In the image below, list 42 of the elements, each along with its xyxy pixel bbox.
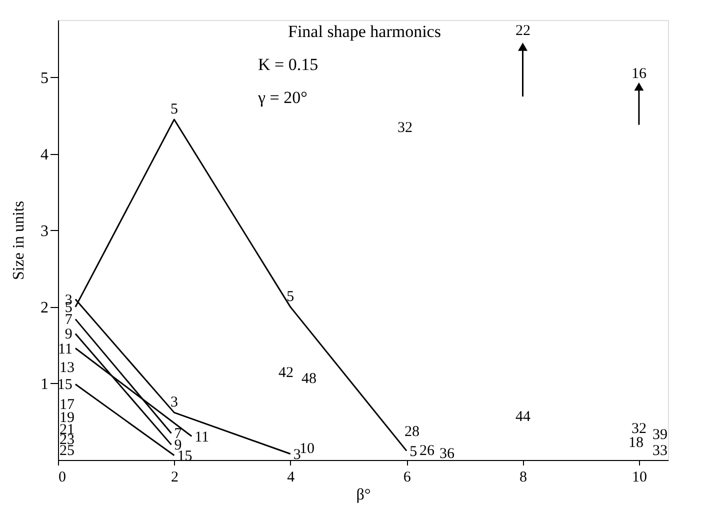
annotation: 39	[652, 427, 668, 443]
annotation: 26	[420, 443, 435, 459]
annotation: 3	[293, 446, 301, 463]
x-tick-label: 10	[632, 470, 647, 486]
annotation: 10	[300, 441, 314, 457]
annotation: 36	[440, 446, 455, 462]
annotation: 48	[302, 371, 316, 387]
text: K = 0.15	[258, 55, 318, 74]
annotation: 13	[60, 360, 74, 376]
annotation: 17	[60, 397, 75, 413]
annotation: 42	[278, 365, 294, 381]
annotation: 11	[58, 341, 72, 358]
x-tick-label: 4	[287, 470, 296, 486]
y-tick-label: 1	[40, 376, 48, 393]
y-tick-label: 4	[40, 146, 48, 164]
x-tick-label: 0	[58, 470, 66, 486]
annotation: 16	[632, 66, 647, 82]
annotation: 5	[286, 288, 294, 305]
x-tick-label: 6	[403, 470, 412, 486]
x-tick-label: 2	[170, 470, 178, 486]
annotation: 3	[170, 394, 178, 411]
y-axis-title: Size in units	[10, 200, 28, 280]
annotation: 33	[652, 443, 668, 459]
annotation: 22	[516, 23, 530, 39]
chart-title: Final shape harmonics	[288, 22, 441, 41]
y-tick-label: 3	[40, 222, 48, 240]
annotation: 9	[64, 326, 72, 343]
annotation: 15	[57, 377, 72, 394]
x-tick-label: 8	[520, 470, 528, 486]
annotation: 11	[194, 429, 210, 446]
x-axis-title: β°	[356, 486, 371, 504]
annotation: 5	[410, 444, 418, 460]
annotation: 18	[628, 435, 644, 451]
annotation: 32	[632, 421, 646, 437]
annotation: 7	[64, 312, 73, 328]
annotation: 28	[404, 424, 420, 440]
text: γ = 20°	[258, 88, 308, 107]
y-tick-label: 5	[40, 70, 48, 87]
annotation: 32	[398, 120, 412, 136]
annotation: 5	[170, 101, 178, 118]
annotation: 44	[516, 409, 531, 425]
y-tick-label: 2	[40, 299, 48, 316]
